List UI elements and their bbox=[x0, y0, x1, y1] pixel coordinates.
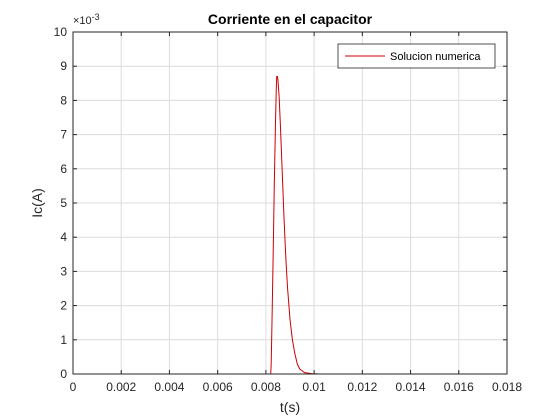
y-tick-label: 1 bbox=[60, 333, 67, 347]
y-tick-label: 0 bbox=[60, 367, 67, 381]
x-tick-label: 0.012 bbox=[347, 380, 377, 394]
series-line bbox=[73, 75, 479, 375]
y-exponent-base: ×10 bbox=[73, 15, 92, 27]
y-exponent-label: ×10-3 bbox=[73, 12, 100, 27]
x-axis-label: t(s) bbox=[280, 399, 300, 415]
x-tick-label: 0.01 bbox=[302, 380, 326, 394]
y-tick-label: 6 bbox=[60, 162, 67, 176]
x-tick-label: 0.008 bbox=[251, 380, 281, 394]
ticks bbox=[72, 31, 508, 375]
x-tick-labels: 0 0.002 0.004 0.006 0.008 0.01 0.012 0.014 0.016… bbox=[70, 380, 523, 394]
y-tick-labels: 0 1 2 3 4 5 6 7 8 9 10 bbox=[54, 25, 68, 381]
grid bbox=[73, 32, 507, 374]
y-tick-label: 2 bbox=[60, 299, 67, 313]
chart-title: Corriente en el capacitor bbox=[208, 11, 373, 27]
x-tick-label: 0.016 bbox=[444, 380, 474, 394]
x-tick-label: 0.014 bbox=[396, 380, 426, 394]
x-tick-label: 0.018 bbox=[492, 380, 522, 394]
y-axis-label: Ic(A) bbox=[29, 188, 45, 218]
legend: Solucion numerica bbox=[337, 43, 496, 69]
x-tick-label: 0 bbox=[70, 380, 77, 394]
y-tick-label: 10 bbox=[54, 25, 68, 39]
y-tick-label: 7 bbox=[60, 128, 67, 142]
y-tick-label: 3 bbox=[60, 264, 67, 278]
series-layer bbox=[73, 75, 479, 375]
x-tick-label: 0.006 bbox=[203, 380, 233, 394]
y-tick-label: 5 bbox=[60, 196, 67, 210]
y-tick-label: 8 bbox=[60, 93, 67, 107]
legend-entry-label: Solucion numerica bbox=[390, 51, 481, 63]
x-tick-label: 0.002 bbox=[106, 380, 136, 394]
y-exponent-power: -3 bbox=[92, 12, 100, 22]
y-tick-label: 4 bbox=[60, 230, 67, 244]
x-tick-label: 0.004 bbox=[154, 380, 184, 394]
y-tick-label: 9 bbox=[60, 59, 67, 73]
